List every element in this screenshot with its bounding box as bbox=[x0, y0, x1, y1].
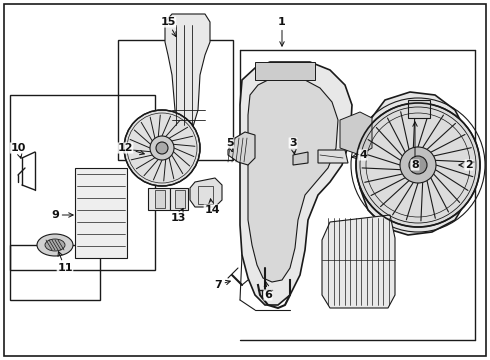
Polygon shape bbox=[318, 150, 348, 163]
Circle shape bbox=[356, 103, 480, 227]
Text: 2: 2 bbox=[459, 160, 473, 170]
Bar bbox=[175, 190, 185, 208]
Text: 3: 3 bbox=[289, 138, 297, 154]
Circle shape bbox=[150, 136, 174, 160]
Bar bbox=[408, 100, 430, 118]
Polygon shape bbox=[165, 14, 210, 135]
Ellipse shape bbox=[45, 239, 65, 251]
Text: 15: 15 bbox=[160, 17, 176, 37]
Polygon shape bbox=[255, 62, 315, 80]
Polygon shape bbox=[240, 62, 352, 305]
Circle shape bbox=[156, 142, 168, 154]
Bar bbox=[75, 168, 127, 258]
Text: 1: 1 bbox=[278, 17, 286, 46]
Circle shape bbox=[409, 156, 427, 174]
Bar bbox=[10, 245, 100, 300]
Text: 10: 10 bbox=[10, 143, 25, 158]
Text: 11: 11 bbox=[57, 252, 73, 273]
Bar bbox=[170, 188, 188, 210]
Ellipse shape bbox=[37, 234, 73, 256]
Text: 4: 4 bbox=[352, 150, 367, 160]
Bar bbox=[155, 190, 165, 208]
Bar bbox=[148, 188, 170, 210]
Bar bbox=[118, 40, 233, 160]
Text: 9: 9 bbox=[51, 210, 73, 220]
Text: 6: 6 bbox=[264, 282, 272, 300]
Polygon shape bbox=[190, 178, 222, 207]
Polygon shape bbox=[340, 112, 372, 155]
Polygon shape bbox=[293, 152, 308, 165]
Polygon shape bbox=[248, 80, 338, 282]
Polygon shape bbox=[228, 132, 255, 165]
Text: 12: 12 bbox=[117, 143, 144, 155]
Circle shape bbox=[400, 147, 436, 183]
Text: 7: 7 bbox=[214, 280, 230, 290]
Polygon shape bbox=[322, 215, 395, 308]
Text: 13: 13 bbox=[171, 208, 186, 223]
Bar bbox=[10, 95, 155, 270]
Circle shape bbox=[124, 110, 200, 186]
Bar bbox=[198, 186, 213, 204]
Text: 5: 5 bbox=[226, 138, 234, 152]
Text: 14: 14 bbox=[204, 199, 220, 215]
Text: 8: 8 bbox=[411, 122, 419, 170]
Polygon shape bbox=[358, 92, 472, 235]
